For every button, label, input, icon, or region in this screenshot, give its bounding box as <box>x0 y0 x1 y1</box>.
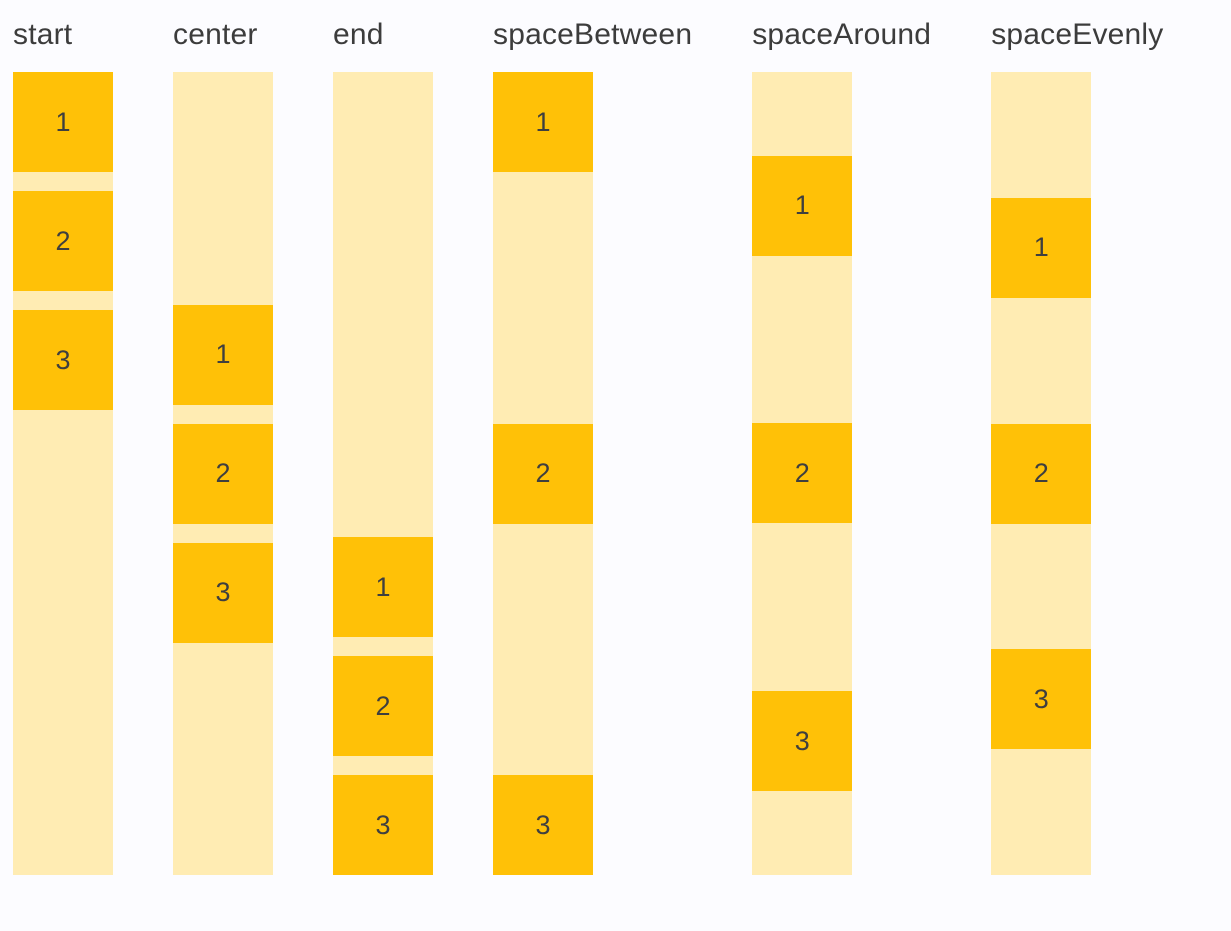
flex-item-number: 1 <box>1033 232 1049 263</box>
column-label: center <box>173 18 258 51</box>
alignment-group: end 1 2 3 <box>333 14 433 875</box>
flex-item-number: 1 <box>794 190 810 221</box>
flex-item-box: 1 <box>13 72 113 172</box>
alignment-group: spaceBetween 1 2 3 <box>493 14 692 875</box>
column-label: start <box>13 18 73 51</box>
flex-item-number: 1 <box>215 339 231 369</box>
flex-item-box: 1 <box>493 72 593 172</box>
flex-item-box: 2 <box>173 423 273 524</box>
flex-item-box: 2 <box>752 423 853 524</box>
flex-item-box: 3 <box>333 775 433 875</box>
flex-item-number: 3 <box>55 344 71 375</box>
flex-item-box: 2 <box>991 423 1092 524</box>
flex-item-number: 2 <box>55 225 71 256</box>
column-label: spaceEvenly <box>991 18 1164 51</box>
alignment-group: start 1 2 3 <box>13 14 113 875</box>
flex-item-number: 3 <box>1033 683 1049 714</box>
alignment-group: center 1 2 3 <box>173 14 273 875</box>
flex-item-box: 1 <box>173 304 273 405</box>
flex-item-number: 2 <box>794 457 810 488</box>
flex-item-number: 1 <box>55 106 71 137</box>
alignment-demo-row: start 1 2 3 center 1 2 3 end 1 2 3 spaceBetween 1 2 3 sp… <box>13 14 1163 875</box>
flex-item-number: 3 <box>375 809 391 840</box>
flex-item-box: 3 <box>752 691 853 792</box>
flex-item-box: 2 <box>493 423 593 524</box>
column-track: 1 2 3 <box>13 72 113 875</box>
column-track: 1 2 3 <box>752 72 853 875</box>
column-track: 1 2 3 <box>493 72 593 875</box>
flex-item-number: 1 <box>535 106 551 137</box>
flex-item-number: 2 <box>215 458 231 488</box>
flex-item-box: 3 <box>493 775 593 875</box>
flex-item-box: 1 <box>991 197 1092 298</box>
flex-item-box: 1 <box>333 537 433 637</box>
column-track: 1 2 3 <box>173 72 273 875</box>
alignment-group: spaceAround 1 2 3 <box>752 14 931 875</box>
flex-item-box: 3 <box>991 649 1092 750</box>
alignment-group: spaceEvenly 1 2 3 <box>991 14 1163 875</box>
flex-item-number: 3 <box>535 809 551 840</box>
column-track: 1 2 3 <box>991 72 1092 875</box>
flex-item-box: 2 <box>333 656 433 756</box>
flex-item-number: 2 <box>1033 458 1049 488</box>
flex-item-number: 3 <box>215 577 231 607</box>
column-label: spaceBetween <box>493 18 693 51</box>
column-label: end <box>333 18 384 51</box>
flex-item-box: 3 <box>13 310 113 410</box>
flex-item-number: 1 <box>375 571 391 602</box>
flex-item-number: 2 <box>535 458 551 488</box>
flex-item-box: 2 <box>13 191 113 291</box>
flex-item-number: 2 <box>375 690 391 721</box>
flex-item-box: 3 <box>173 542 273 643</box>
column-track: 1 2 3 <box>333 72 433 875</box>
column-label: spaceAround <box>752 18 932 51</box>
flex-item-number: 3 <box>794 725 810 756</box>
flex-item-box: 1 <box>752 155 853 256</box>
